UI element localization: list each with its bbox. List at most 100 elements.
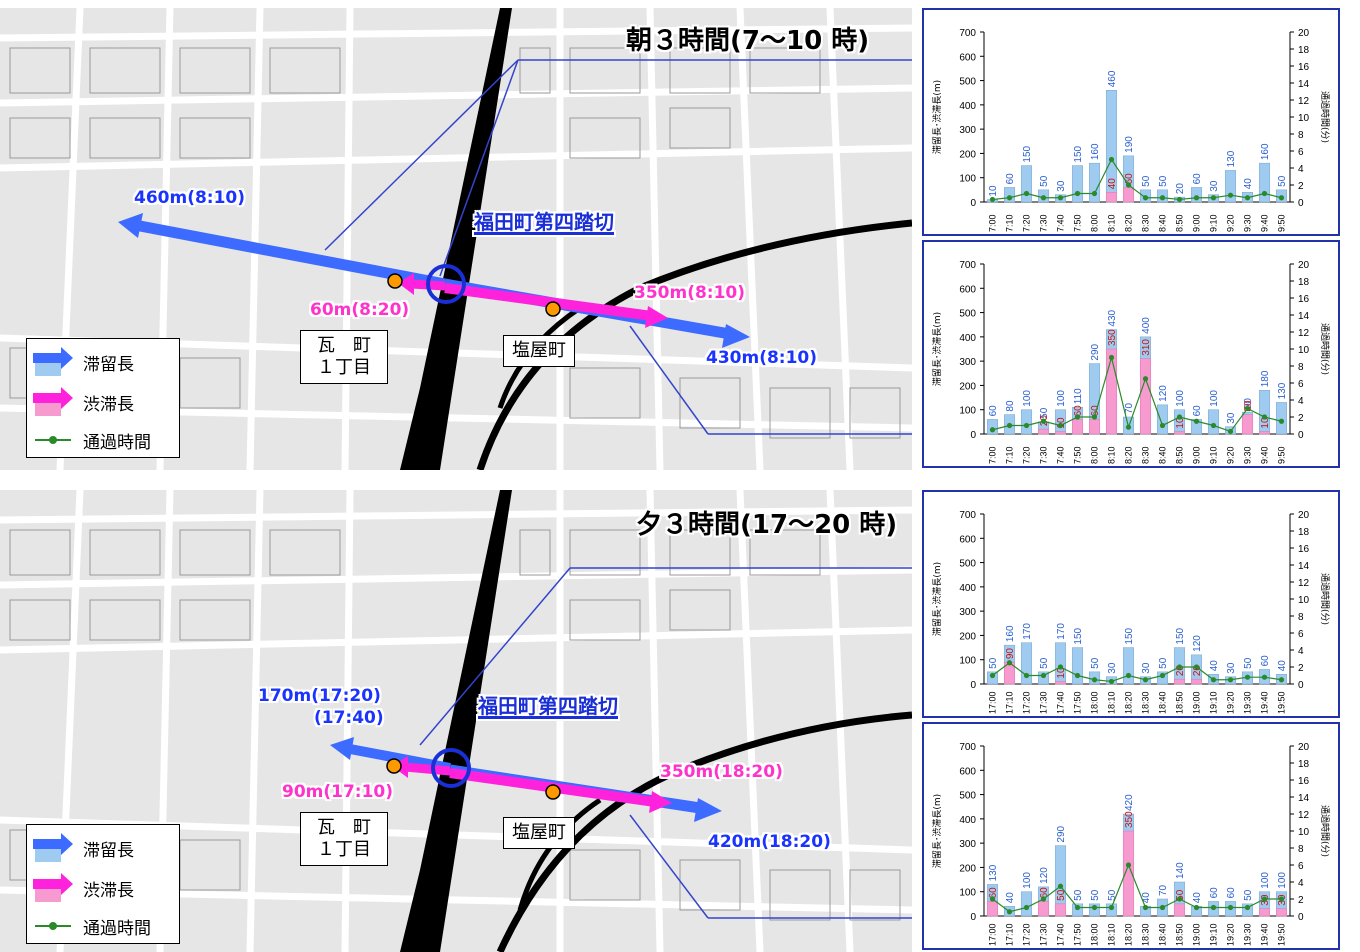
x-tick-label: 19:50 — [1277, 923, 1287, 946]
y2-tick-label: 18 — [1298, 759, 1310, 770]
x-tick-label: 18:50 — [1175, 691, 1185, 714]
chart-morning-west: 0 100 200 300 400 500 600 700 0 2 4 6 8 10 12 14 16 18 20 滞… — [922, 8, 1340, 236]
stay-value-label: 50 — [1090, 657, 1101, 669]
y2-axis-title: 通過時間(分) — [1319, 805, 1330, 857]
stay-value-label: 30 — [1056, 180, 1067, 192]
time-point — [1074, 414, 1081, 420]
jam-legend-icon — [33, 873, 73, 902]
time-point — [1142, 195, 1149, 201]
stay-value-label: 190 — [1124, 136, 1135, 153]
x-tick-label: 19:40 — [1260, 923, 1270, 946]
y2-tick-label: 12 — [1298, 810, 1310, 821]
jam-bar — [1258, 431, 1271, 435]
y2-tick-label: 14 — [1298, 561, 1310, 572]
jam-bar — [1105, 348, 1118, 435]
y2-tick-label: 4 — [1298, 164, 1304, 175]
time-point — [1176, 414, 1183, 420]
y-tick-label: 400 — [959, 815, 976, 826]
time-point — [1023, 190, 1030, 197]
time-point — [1210, 422, 1217, 429]
time-point — [1142, 677, 1149, 683]
y2-tick-label: 0 — [1298, 912, 1304, 923]
crossing-name: 福田町第四踏切 — [478, 694, 618, 718]
jam-value-label: 10 — [1056, 667, 1067, 679]
x-tick-label: 19:40 — [1260, 691, 1270, 714]
x-tick-label: 18:20 — [1124, 691, 1134, 714]
legend-stay: 滞留長 — [33, 347, 134, 377]
stay-bar — [1071, 647, 1084, 685]
stay-bar — [1020, 891, 1033, 917]
stay-value-label: 100 — [1175, 390, 1186, 407]
east-stay-label: 420m(18:20) — [708, 832, 831, 852]
x-tick-label: 7:40 — [1056, 214, 1066, 232]
x-tick-label: 19:30 — [1243, 691, 1253, 714]
jam-value-label: 10 — [1056, 417, 1067, 429]
x-tick-label: 19:10 — [1209, 923, 1219, 946]
x-tick-label: 19:20 — [1226, 923, 1236, 946]
y2-tick-label: 8 — [1298, 844, 1304, 855]
x-tick-label: 9:20 — [1226, 214, 1236, 232]
time-point — [1023, 672, 1030, 679]
x-tick-label: 7:20 — [1022, 446, 1032, 464]
stay-bar — [1275, 402, 1288, 435]
y2-tick-label: 14 — [1298, 311, 1310, 322]
legend-jam-text: 渋滞長 — [83, 394, 134, 415]
y-tick-label: 400 — [959, 101, 976, 112]
time-legend-icon — [35, 436, 71, 444]
time-point — [989, 196, 996, 203]
stay-value-label: 60 — [988, 405, 999, 417]
time-point — [1057, 664, 1064, 670]
stay-value-label: 290 — [1090, 343, 1101, 360]
jam-value-label: 80 — [1243, 400, 1254, 412]
time-point — [1057, 422, 1064, 429]
y-tick-label: 100 — [959, 656, 976, 667]
x-tick-label: 9:30 — [1243, 214, 1253, 232]
x-tick-label: 19:20 — [1226, 691, 1236, 714]
x-tick-label: 9:00 — [1192, 214, 1202, 232]
town-a-line1: 瓦 町 — [317, 335, 371, 356]
legend-time: 通過時間 — [33, 911, 151, 941]
legend-time-text: 通過時間 — [83, 918, 151, 939]
stay-bar — [1088, 162, 1101, 203]
east-stay-label: 430m(8:10) — [706, 348, 818, 368]
y2-tick-label: 12 — [1298, 578, 1310, 589]
y2-axis-title: 通過時間(分) — [1319, 573, 1330, 625]
x-tick-label: 8:30 — [1141, 446, 1151, 464]
x-tick-label: 17:10 — [1005, 691, 1015, 714]
morning-map-panel: 朝３時間(7～10 時) 460m(8:10) 60m(8:20) 350m(8… — [0, 8, 912, 470]
jam-value-label: 90 — [1005, 648, 1016, 660]
y-tick-label: 300 — [959, 357, 976, 368]
x-tick-label: 19:30 — [1243, 923, 1253, 946]
time-point — [1244, 904, 1251, 911]
stay-value-label: 460 — [1107, 70, 1118, 87]
x-tick-label: 9:40 — [1260, 214, 1270, 232]
time-point — [1210, 677, 1217, 683]
y-tick-label: 600 — [959, 766, 976, 777]
west-stay-label: 170m(17:20) — [258, 686, 381, 706]
x-tick-label: 18:40 — [1158, 923, 1168, 946]
stay-value-label: 400 — [1141, 317, 1152, 334]
x-tick-label: 19:00 — [1192, 923, 1202, 946]
jam-bar — [1139, 358, 1152, 435]
time-point — [1159, 672, 1166, 679]
stay-value-label: 50 — [1277, 175, 1288, 187]
legend-jam: 渋滞長 — [33, 387, 134, 417]
panel-title: 夕３時間(17～20 時) — [636, 510, 898, 540]
jam-value-label: 10 — [1260, 417, 1271, 429]
town-a-line1: 瓦 町 — [317, 817, 371, 838]
y-tick-label: 0 — [970, 430, 976, 441]
jam-value-label: 10 — [1175, 417, 1186, 429]
y2-tick-label: 8 — [1298, 362, 1304, 373]
stay-value-label: 90 — [1243, 398, 1254, 410]
time-point — [1006, 422, 1013, 429]
jam-value-label: 350 — [1124, 811, 1135, 828]
time-line — [992, 158, 1282, 201]
y2-axis-title: 通過時間(分) — [1319, 91, 1330, 143]
x-tick-label: 9:10 — [1209, 214, 1219, 232]
y-tick-label: 200 — [959, 631, 976, 642]
time-point — [1176, 664, 1183, 670]
y2-tick-label: 0 — [1298, 680, 1304, 691]
x-tick-label: 17:10 — [1005, 923, 1015, 946]
x-tick-label: 17:40 — [1056, 691, 1066, 714]
stay-legend-icon — [33, 833, 73, 862]
